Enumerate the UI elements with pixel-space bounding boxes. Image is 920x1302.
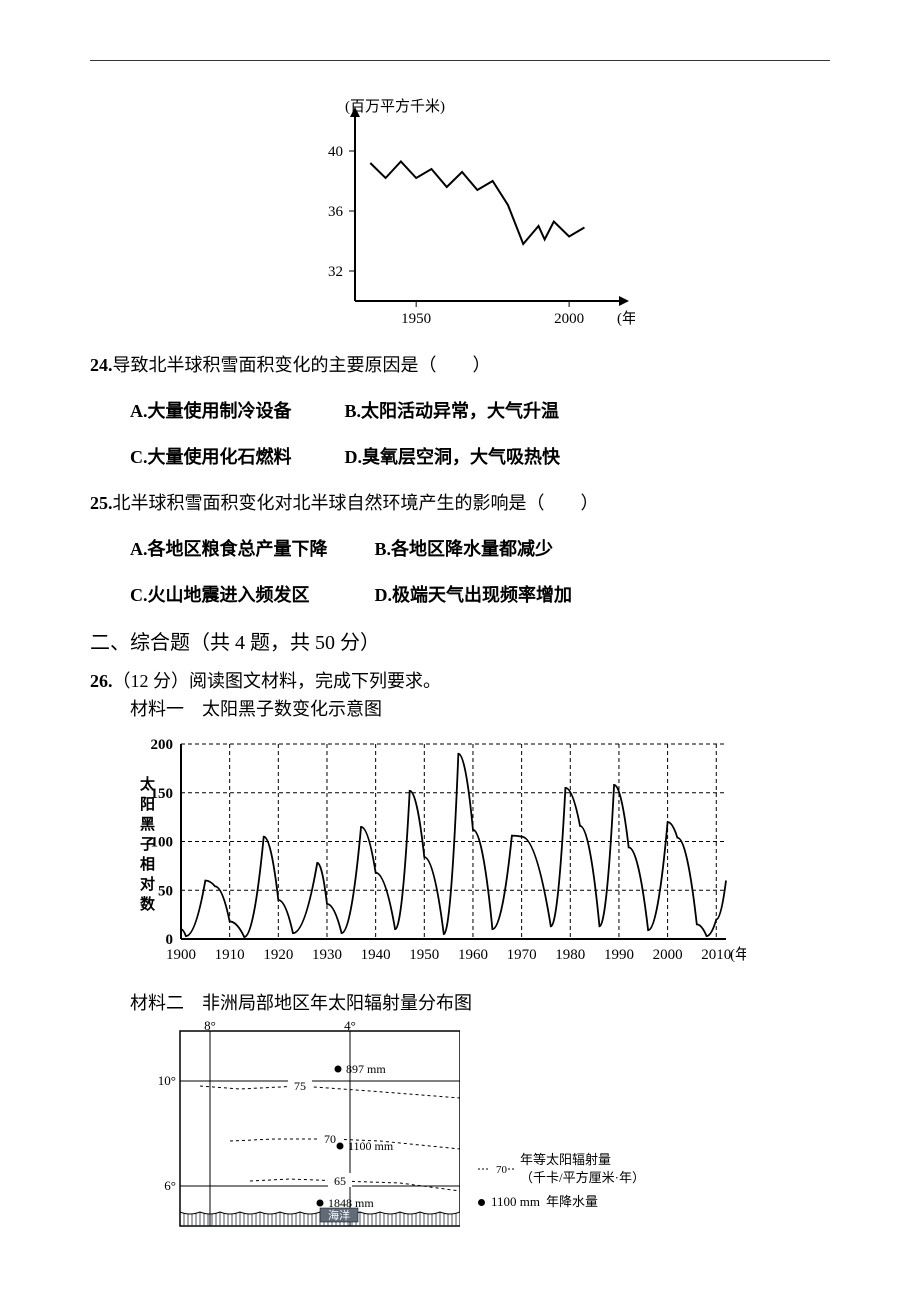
q24-option-c: C.大量使用化石燃料 — [130, 443, 340, 471]
q24-stem: 24.导致北半球积雪面积变化的主要原因是（ ） — [90, 351, 830, 379]
q26-material-1: 材料一 太阳黑子数变化示意图 — [90, 695, 830, 723]
q26-text: （12 分）阅读图文材料，完成下列要求。 — [113, 671, 442, 691]
q24-option-d: D.臭氧层空洞，大气吸热快 — [345, 443, 561, 471]
svg-text:子: 子 — [140, 836, 155, 853]
top-rule — [90, 60, 830, 61]
svg-text:2000: 2000 — [554, 311, 584, 327]
svg-text:10°: 10° — [158, 1073, 176, 1088]
q24-option-a: A.大量使用制冷设备 — [130, 397, 340, 425]
svg-text:海洋: 海洋 — [328, 1208, 350, 1222]
svg-text:(年): (年) — [730, 946, 746, 963]
q25-option-b: B.各地区降水量都减少 — [375, 535, 554, 563]
svg-text:200: 200 — [151, 737, 174, 753]
q24-option-b: B.太阳活动异常，大气升温 — [345, 397, 560, 425]
q24-options-row1: A.大量使用制冷设备 B.太阳活动异常，大气升温 — [90, 397, 830, 425]
svg-text:1100 mm: 1100 mm — [348, 1139, 394, 1153]
svg-text:4°: 4° — [344, 1021, 356, 1033]
q24-text: 导致北半球积雪面积变化的主要原因是（ ） — [113, 355, 491, 375]
svg-text:1950: 1950 — [401, 311, 431, 327]
legend-point-sample: 1100 mm — [491, 1193, 540, 1211]
svg-text:2000: 2000 — [653, 947, 683, 963]
svg-text:65: 65 — [334, 1174, 346, 1188]
q25-options-row2: C.火山地震进入频发区 D.极端天气出现频率增加 — [90, 581, 830, 609]
svg-text:黑: 黑 — [140, 816, 155, 833]
svg-text:1950: 1950 — [409, 947, 439, 963]
svg-text:8°: 8° — [204, 1021, 216, 1033]
svg-text:相: 相 — [140, 855, 155, 873]
africa-solar-map-wrap: 4°8°6°10°757065897 mm1100 mm1848 mm海洋 70… — [150, 1021, 830, 1251]
svg-text:1940: 1940 — [361, 947, 391, 963]
legend-point-text: 年降水量 — [546, 1193, 598, 1211]
svg-text:1980: 1980 — [555, 947, 585, 963]
svg-text:50: 50 — [158, 883, 173, 899]
legend-dot-icon — [478, 1199, 485, 1206]
q25-option-c: C.火山地震进入频发区 — [130, 581, 370, 609]
svg-text:897 mm: 897 mm — [346, 1062, 386, 1076]
q24-number: 24. — [90, 355, 113, 375]
sunspot-chart: 1900 1910 1920 1930 1940 1950 1960 1970 1980 1990… — [126, 729, 746, 979]
svg-text:对: 对 — [140, 875, 155, 893]
snow-area-chart: (百万平方千米) 32 36 40 1950 2000 (年) — [285, 91, 635, 341]
svg-text:2010: 2010 — [701, 947, 731, 963]
svg-text:1990: 1990 — [604, 947, 634, 963]
svg-text:1910: 1910 — [215, 947, 245, 963]
svg-text:1920: 1920 — [263, 947, 293, 963]
svg-text:1900: 1900 — [166, 947, 196, 963]
svg-text:40: 40 — [328, 144, 343, 160]
svg-text:1960: 1960 — [458, 947, 488, 963]
svg-text:70: 70 — [496, 1164, 508, 1176]
svg-text:36: 36 — [328, 204, 344, 220]
svg-text:6°: 6° — [164, 1178, 176, 1193]
q25-option-a: A.各地区粮食总产量下降 — [130, 535, 370, 563]
section-2-title: 二、综合题（共 4 题，共 50 分） — [90, 627, 830, 659]
q25-number: 25. — [90, 493, 113, 513]
legend-isoline-text: 年等太阳辐射量（千卡/平方厘米·年） — [520, 1151, 645, 1187]
map-legend: 70 年等太阳辐射量（千卡/平方厘米·年） 1100 mm 年降水量 — [478, 1151, 645, 1217]
svg-text:1970: 1970 — [507, 947, 537, 963]
q25-stem: 25.北半球积雪面积变化对北半球自然环境产生的影响是（ ） — [90, 489, 830, 517]
svg-text:75: 75 — [294, 1079, 306, 1093]
q26-stem: 26.（12 分）阅读图文材料，完成下列要求。 — [90, 667, 830, 695]
legend-isoline-icon: 70 — [478, 1162, 514, 1176]
svg-text:70: 70 — [324, 1132, 336, 1146]
svg-text:1930: 1930 — [312, 947, 342, 963]
q25-text: 北半球积雪面积变化对北半球自然环境产生的影响是（ ） — [113, 493, 599, 513]
svg-text:数: 数 — [140, 895, 156, 913]
svg-text:(百万平方千米): (百万平方千米) — [345, 98, 445, 115]
svg-text:32: 32 — [328, 264, 343, 280]
svg-text:(年): (年) — [617, 310, 635, 327]
africa-solar-map: 4°8°6°10°757065897 mm1100 mm1848 mm海洋 — [150, 1021, 460, 1251]
svg-text:阳: 阳 — [140, 796, 155, 813]
svg-text:0: 0 — [166, 932, 174, 948]
legend-isoline: 70 年等太阳辐射量（千卡/平方厘米·年） — [478, 1151, 645, 1187]
q25-options-row1: A.各地区粮食总产量下降 B.各地区降水量都减少 — [90, 535, 830, 563]
q26-number: 26. — [90, 671, 113, 691]
q26-material-2: 材料二 非洲局部地区年太阳辐射量分布图 — [90, 989, 830, 1017]
q24-options-row2: C.大量使用化石燃料 D.臭氧层空洞，大气吸热快 — [90, 443, 830, 471]
legend-point: 1100 mm 年降水量 — [478, 1193, 645, 1211]
q25-option-d: D.极端天气出现频率增加 — [375, 581, 573, 609]
svg-text:太: 太 — [140, 775, 156, 793]
